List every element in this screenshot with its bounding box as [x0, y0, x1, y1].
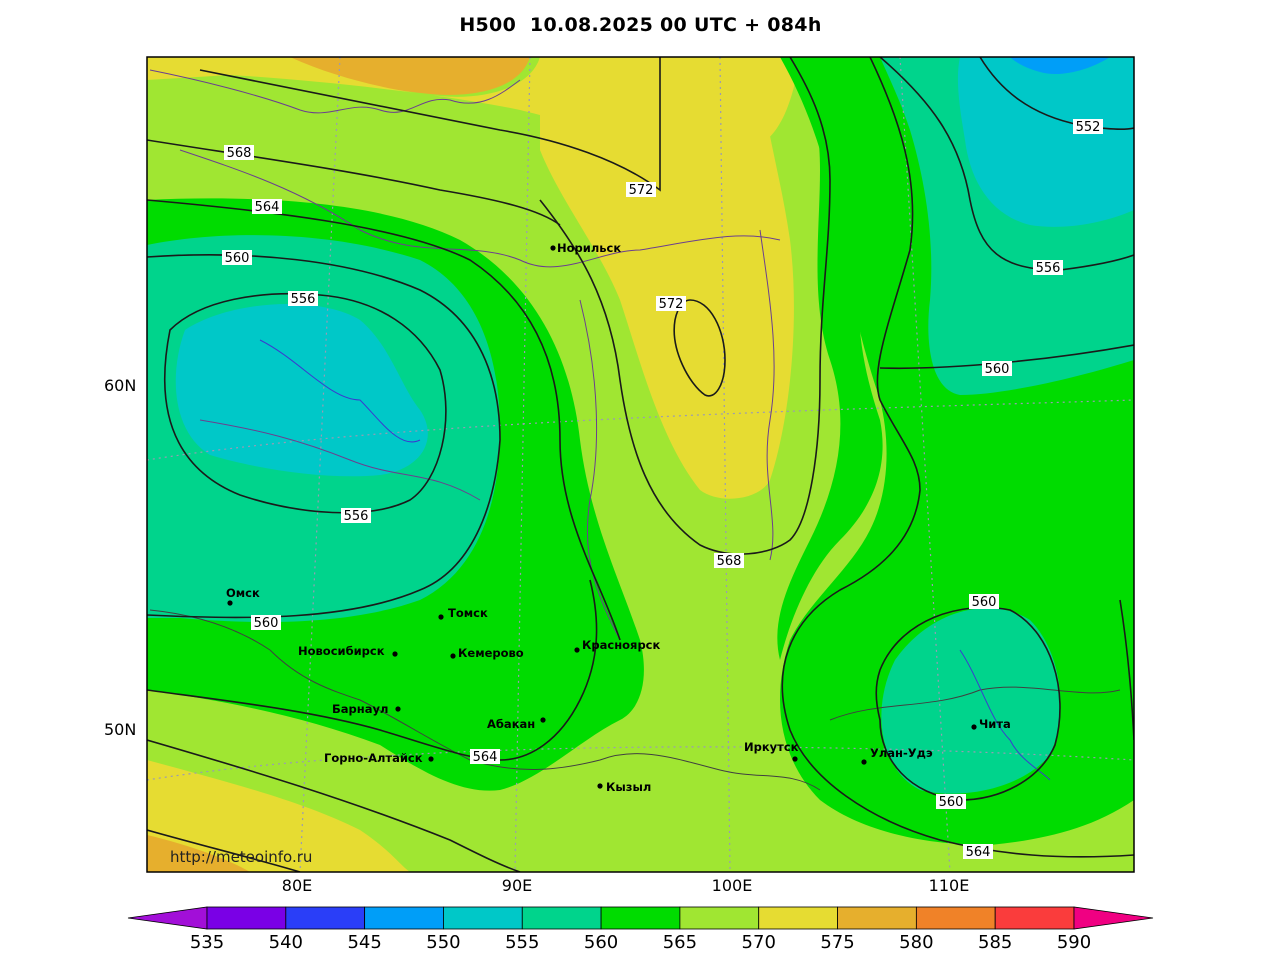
contour-label: 560 — [969, 594, 999, 610]
axis-labels: 60N 50N 80E 90E 100E 110E — [104, 376, 969, 895]
colorbar-tick-label: 550 — [426, 932, 460, 953]
lon-label-100e: 100E — [712, 876, 753, 895]
contour-label: 556 — [288, 291, 318, 307]
svg-text:Абакан: Абакан — [487, 717, 535, 731]
colorbar-segment — [206, 906, 287, 930]
contour-label: 564 — [470, 749, 500, 765]
svg-text:560: 560 — [225, 251, 250, 266]
colorbar-tick-label: 565 — [663, 932, 697, 953]
svg-text:560: 560 — [939, 795, 964, 810]
city-omsk: Омск — [226, 586, 260, 606]
svg-text:560: 560 — [985, 362, 1010, 377]
svg-text:564: 564 — [255, 200, 280, 215]
svg-text:Улан-Удэ: Улан-Удэ — [870, 746, 933, 760]
city-novosibirsk: Новосибирск — [298, 644, 398, 658]
svg-text:560: 560 — [972, 595, 997, 610]
lon-label-110e: 110E — [929, 876, 970, 895]
svg-text:568: 568 — [227, 146, 252, 161]
svg-text:Барнаул: Барнаул — [332, 702, 388, 716]
colorbar-tick-label: 585 — [978, 932, 1012, 953]
contour-label: 568 — [224, 145, 254, 161]
contour-label: 564 — [252, 199, 282, 215]
svg-text:Кемерово: Кемерово — [458, 646, 524, 660]
colorbar-extend-low — [127, 906, 208, 930]
watermark-url: http://meteoinfo.ru — [170, 848, 312, 866]
contour-label: 560 — [936, 794, 966, 810]
map-frame — [146, 56, 1135, 873]
svg-text:Новосибирск: Новосибирск — [298, 644, 385, 658]
lat-label-60n: 60N — [104, 376, 136, 395]
colorbar-segment — [837, 906, 917, 930]
graticule — [147, 57, 1134, 872]
chart-title: H500 10.08.2025 00 UTC + 084h — [459, 14, 822, 36]
colorbar-tick-label: 575 — [820, 932, 854, 953]
svg-text:552: 552 — [1076, 120, 1101, 135]
colorbar-tick-label: 555 — [505, 932, 539, 953]
contour-label: 572 — [626, 182, 656, 198]
svg-text:Омск: Омск — [226, 586, 260, 600]
colorbar-extend-high — [1073, 906, 1154, 930]
colorbar-segment — [364, 906, 444, 930]
colorbar-tick-label: 570 — [742, 932, 776, 953]
city-kyzyl: Кызыл — [597, 780, 651, 794]
contour-label: 556 — [341, 508, 371, 524]
contour-label-group: 568 564 560 556 572 572 552 556 560 556 … — [222, 119, 1103, 860]
city-ulan-ude: Улан-Удэ — [861, 746, 933, 765]
colorbar-segment — [758, 906, 838, 930]
colorbar-segment — [521, 906, 602, 930]
colorbar-tick-label: 560 — [584, 932, 618, 953]
contour-label: 552 — [1073, 119, 1103, 135]
colorbar: 535 540 545 550 555 560 565 570 575 580 585 590 — [127, 906, 1154, 953]
svg-text:Иркутск: Иркутск — [744, 740, 799, 754]
city-chita: Чита — [971, 717, 1011, 731]
contour-label: 560 — [251, 615, 281, 631]
svg-text:568: 568 — [717, 554, 742, 569]
colorbar-tick-label: 590 — [1057, 932, 1091, 953]
svg-text:572: 572 — [629, 183, 654, 198]
contour-label: 564 — [963, 844, 993, 860]
svg-text:572: 572 — [659, 297, 684, 312]
city-tomsk: Томск — [438, 606, 488, 620]
contour-label: 572 — [656, 296, 686, 312]
city-norilsk: Норильск — [550, 241, 621, 255]
colorbar-segment — [600, 906, 681, 930]
colorbar-segment — [679, 906, 760, 930]
svg-text:564: 564 — [473, 750, 498, 765]
colorbar-segment — [915, 906, 996, 930]
city-kemerovo: Кемерово — [450, 646, 524, 660]
svg-text:560: 560 — [254, 616, 279, 631]
svg-text:Томск: Томск — [448, 606, 488, 620]
contour-label: 556 — [1033, 260, 1063, 276]
colorbar-segment — [443, 906, 523, 930]
city-krasnoyarsk: Красноярск — [574, 638, 660, 653]
lon-label-90e: 90E — [502, 876, 532, 895]
svg-text:564: 564 — [966, 845, 991, 860]
svg-text:Чита: Чита — [979, 717, 1011, 731]
colorbar-tick-label: 540 — [269, 932, 303, 953]
svg-text:556: 556 — [344, 509, 369, 524]
colorbar-tick-label: 580 — [899, 932, 933, 953]
lat-label-50n: 50N — [104, 720, 136, 739]
svg-text:Норильск: Норильск — [557, 241, 621, 255]
contour-label: 568 — [714, 553, 744, 569]
contour-label: 560 — [982, 361, 1012, 377]
svg-text:Красноярск: Красноярск — [582, 638, 660, 652]
svg-text:Горно-Алтайск: Горно-Алтайск — [324, 751, 423, 765]
svg-text:556: 556 — [1036, 261, 1061, 276]
lon-label-80e: 80E — [282, 876, 312, 895]
colorbar-tick-label: 535 — [190, 932, 224, 953]
city-barnaul: Барнаул — [332, 702, 401, 716]
svg-text:556: 556 — [291, 292, 316, 307]
contour-label: 560 — [222, 250, 252, 266]
colorbar-segment — [285, 906, 366, 930]
colorbar-segment — [994, 906, 1075, 930]
city-gorno-altaisk: Горно-Алтайск — [324, 751, 434, 765]
city-layer: Норильск Омск Томск Новосибирск Кемерово… — [226, 241, 1011, 794]
city-abakan: Абакан — [487, 717, 546, 731]
city-irkutsk: Иркутск — [744, 740, 799, 762]
colorbar-tick-label: 545 — [347, 932, 381, 953]
svg-text:Кызыл: Кызыл — [606, 780, 651, 794]
